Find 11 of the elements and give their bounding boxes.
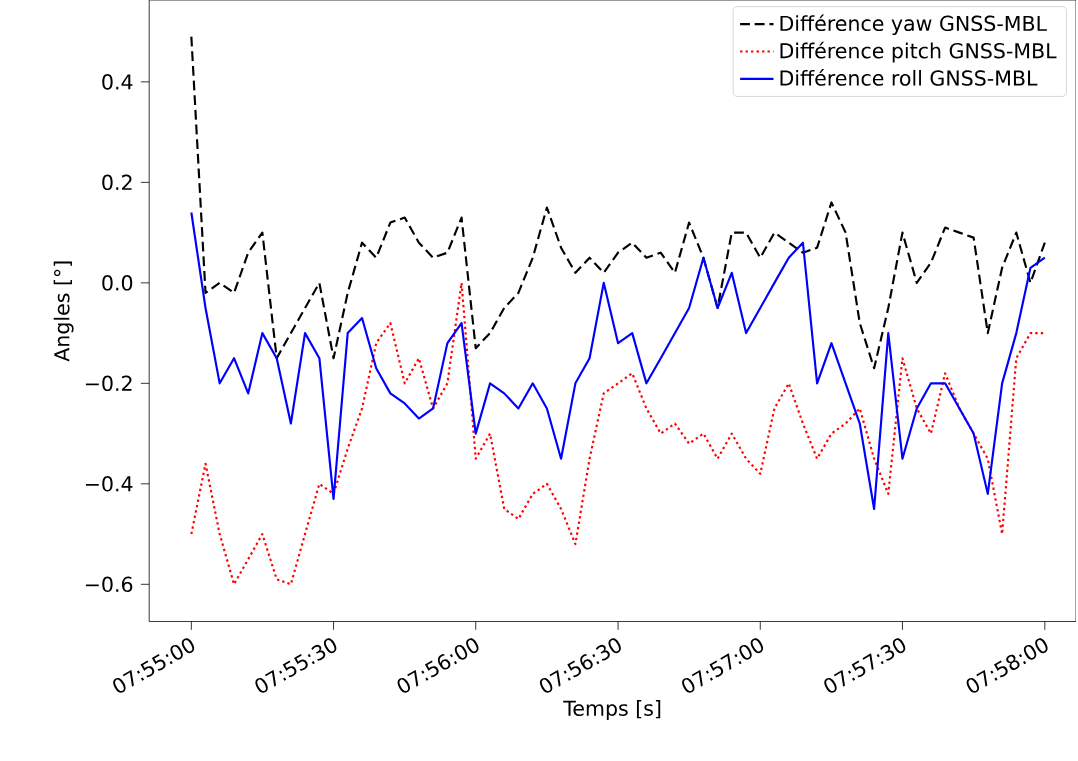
y-tick-label: 0.0 — [102, 275, 133, 291]
x-axis-title: Temps [s] — [563, 700, 661, 720]
legend-label: Différence yaw GNSS-MBL — [780, 14, 1047, 36]
y-tick-label: 0.2 — [102, 174, 132, 191]
y-tick-label: −0.2 — [85, 375, 132, 392]
y-tick-label: 0.4 — [102, 74, 133, 90]
y-axis-title: Angles [°] — [53, 261, 74, 362]
y-tick-label: −0.4 — [85, 476, 133, 492]
legend-label: Différence pitch GNSS-MBL — [780, 41, 1057, 63]
legend-label: Différence roll GNSS-MBL — [780, 69, 1038, 86]
y-tick-label: −0.6 — [85, 576, 133, 593]
